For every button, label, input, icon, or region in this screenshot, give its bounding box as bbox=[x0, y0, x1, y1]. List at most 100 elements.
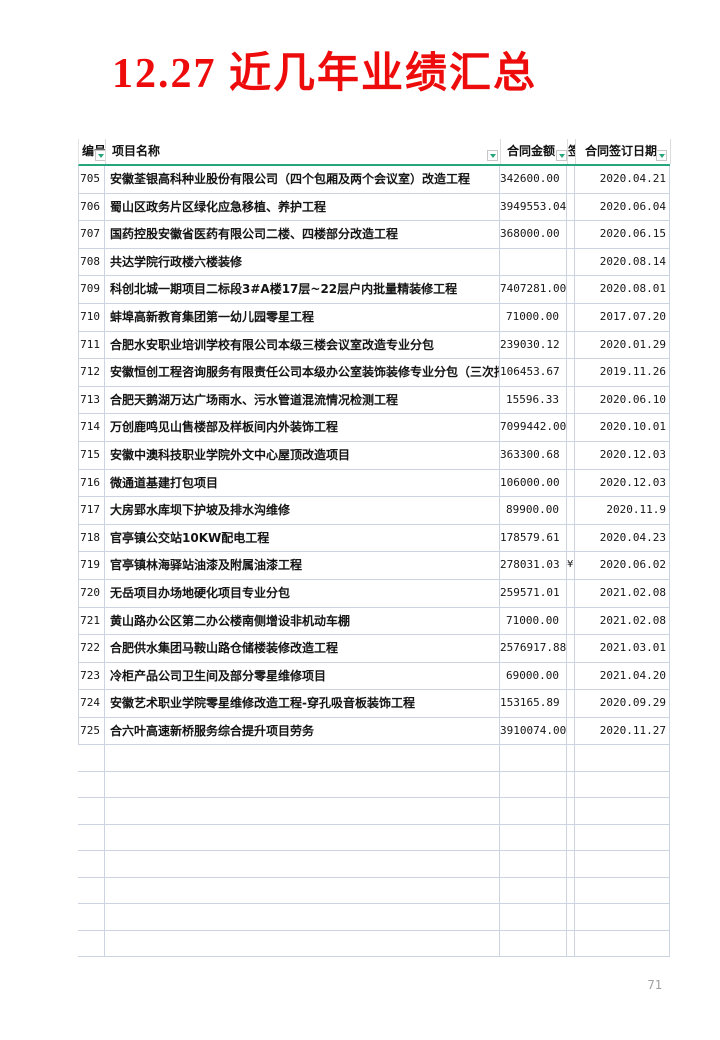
row-hidden-cell bbox=[567, 276, 575, 303]
table-row: 712 安徽恒创工程咨询服务有限责任公司本级办公室装饰装修专业分包（三次招标） 10… bbox=[78, 359, 670, 387]
empty-row bbox=[78, 771, 670, 799]
row-num-cell: 708 bbox=[78, 248, 105, 276]
empty-cell bbox=[500, 877, 567, 904]
row-num-cell: 710 bbox=[78, 303, 105, 331]
empty-row bbox=[78, 824, 670, 852]
row-date-cell: 2020.01.29 bbox=[575, 331, 670, 359]
row-amount-cell: 7407281.00 bbox=[500, 276, 567, 303]
row-num-cell: 711 bbox=[78, 331, 105, 359]
empty-cell bbox=[575, 798, 670, 824]
row-name-cell: 蜀山区政务片区绿化应急移植、养护工程 bbox=[105, 193, 500, 221]
empty-cell bbox=[575, 824, 670, 851]
filter-dropdown-icon[interactable] bbox=[556, 150, 567, 161]
empty-cell bbox=[567, 851, 575, 877]
row-date-cell: 2021.02.08 bbox=[575, 579, 670, 607]
table-row: 722 合肥供水集团马鞍山路仓储楼装修改造工程 2576917.88 2021.03.… bbox=[78, 635, 670, 663]
header-hidden-fragment: 签 bbox=[568, 144, 575, 158]
row-date-cell: 2020.10.01 bbox=[575, 414, 670, 441]
row-date-cell: 2020.12.03 bbox=[575, 469, 670, 497]
header-amount: 合同金额 bbox=[501, 139, 568, 164]
empty-cell bbox=[500, 904, 567, 930]
empty-cell bbox=[78, 771, 105, 798]
row-date-cell: 2020.06.04 bbox=[575, 193, 670, 221]
row-num-cell: 718 bbox=[78, 524, 105, 552]
empty-cell bbox=[78, 904, 105, 930]
empty-cell bbox=[575, 851, 670, 877]
empty-cell bbox=[567, 745, 575, 771]
table-row: 707 国药控股安徽省医药有限公司二楼、四楼部分改造工程 368000.00 2020… bbox=[78, 221, 670, 249]
table-row: 717 大房郢水库坝下护坡及排水沟维修 89900.00 2020.11.9 bbox=[78, 497, 670, 525]
row-name-cell: 无岳项目办场地硬化项目专业分包 bbox=[105, 579, 500, 607]
empty-row bbox=[78, 877, 670, 905]
row-hidden-cell: ¥ bbox=[567, 552, 575, 579]
row-date-cell: 2020.04.21 bbox=[575, 166, 670, 193]
table-row: 710 蚌埠高新教育集团第一幼儿园零星工程 71000.00 2017.07.20 bbox=[78, 303, 670, 332]
row-amount-cell: 71000.00 bbox=[500, 303, 567, 331]
table-empty-rows bbox=[78, 745, 670, 958]
row-hidden-cell bbox=[567, 414, 575, 441]
row-num-cell: 717 bbox=[78, 497, 105, 524]
row-name-cell: 国药控股安徽省医药有限公司二楼、四楼部分改造工程 bbox=[105, 221, 500, 248]
row-amount-cell: 7099442.00 bbox=[500, 414, 567, 441]
table-row: 705 安徽荃银高科种业股份有限公司（四个包厢及两个会议室）改造工程 342600.… bbox=[78, 166, 670, 194]
filter-dropdown-icon[interactable] bbox=[656, 150, 667, 161]
row-amount-cell: 153165.89 bbox=[500, 690, 567, 717]
row-name-cell: 官亭镇林海驿站油漆及附属油漆工程 bbox=[105, 552, 500, 579]
row-name-cell: 微通道基建打包项目 bbox=[105, 469, 500, 497]
filter-dropdown-icon[interactable] bbox=[487, 150, 498, 161]
row-num-cell: 716 bbox=[78, 469, 105, 497]
empty-cell bbox=[105, 930, 500, 957]
empty-cell bbox=[78, 798, 105, 824]
empty-cell bbox=[78, 851, 105, 877]
row-name-cell: 冷柜产品公司卫生间及部分零星维修项目 bbox=[105, 662, 500, 690]
row-date-cell: 2020.04.23 bbox=[575, 524, 670, 552]
table-row: 715 安徽中澳科技职业学院外文中心屋顶改造项目 363300.68 2020.12.… bbox=[78, 441, 670, 470]
row-hidden-cell bbox=[567, 303, 575, 331]
row-amount-cell: 2576917.88 bbox=[500, 635, 567, 662]
empty-cell bbox=[575, 930, 670, 957]
row-date-cell: 2020.11.27 bbox=[575, 717, 670, 745]
row-num-cell: 706 bbox=[78, 193, 105, 221]
empty-row bbox=[78, 745, 670, 772]
row-hidden-cell bbox=[567, 662, 575, 690]
row-name-cell: 安徽艺术职业学院零星维修改造工程-穿孔吸音板装饰工程 bbox=[105, 690, 500, 717]
row-amount-cell: 363300.68 bbox=[500, 441, 567, 469]
table-row: 723 冷柜产品公司卫生间及部分零星维修项目 69000.00 2021.04.20 bbox=[78, 662, 670, 691]
projects-table: 编号 项目名称 合同金额 签 合同签订日期 705安徽荃银高科种业股份有限公司（… bbox=[78, 139, 671, 958]
row-date-cell: 2020.12.03 bbox=[575, 441, 670, 469]
row-amount-cell: 259571.01 bbox=[500, 579, 567, 607]
empty-cell bbox=[567, 771, 575, 798]
table-row: 711 合肥水安职业培训学校有限公司本级三楼会议室改造专业分包 239030.12 2… bbox=[78, 331, 670, 360]
row-hidden-cell bbox=[567, 607, 575, 635]
header-date: 合同签订日期 bbox=[576, 139, 671, 164]
row-num-cell: 713 bbox=[78, 386, 105, 414]
row-num-cell: 707 bbox=[78, 221, 105, 248]
empty-cell bbox=[567, 877, 575, 904]
row-date-cell: 2021.04.20 bbox=[575, 662, 670, 690]
chevron-down-icon bbox=[658, 153, 665, 158]
row-hidden-cell bbox=[567, 579, 575, 607]
row-date-cell: 2020.08.14 bbox=[575, 248, 670, 276]
row-name-cell: 安徽中澳科技职业学院外文中心屋顶改造项目 bbox=[105, 441, 500, 469]
header-name-label: 项目名称 bbox=[112, 144, 161, 158]
empty-cell bbox=[105, 824, 500, 851]
chevron-down-icon bbox=[489, 153, 496, 158]
table-row: 709 科创北城一期项目二标段3#A楼17层~22层户内批量精装修工程 740728… bbox=[78, 276, 670, 304]
row-date-cell: 2019.11.26 bbox=[575, 359, 670, 386]
empty-cell bbox=[567, 824, 575, 851]
row-name-cell: 官亭镇公交站10KW配电工程 bbox=[105, 524, 500, 552]
empty-cell bbox=[575, 745, 670, 771]
empty-cell bbox=[500, 745, 567, 771]
filter-dropdown-icon[interactable] bbox=[95, 150, 105, 161]
empty-cell bbox=[78, 930, 105, 957]
empty-row bbox=[78, 798, 670, 825]
chevron-down-icon bbox=[558, 153, 565, 158]
empty-cell bbox=[105, 877, 500, 904]
row-amount-cell: 3949553.04 bbox=[500, 193, 567, 221]
empty-row bbox=[78, 904, 670, 931]
row-num-cell: 722 bbox=[78, 635, 105, 662]
row-amount-cell: 239030.12 bbox=[500, 331, 567, 359]
table-row: 718 官亭镇公交站10KW配电工程 178579.61 2020.04.23 bbox=[78, 524, 670, 553]
empty-cell bbox=[105, 745, 500, 771]
empty-cell bbox=[78, 745, 105, 771]
